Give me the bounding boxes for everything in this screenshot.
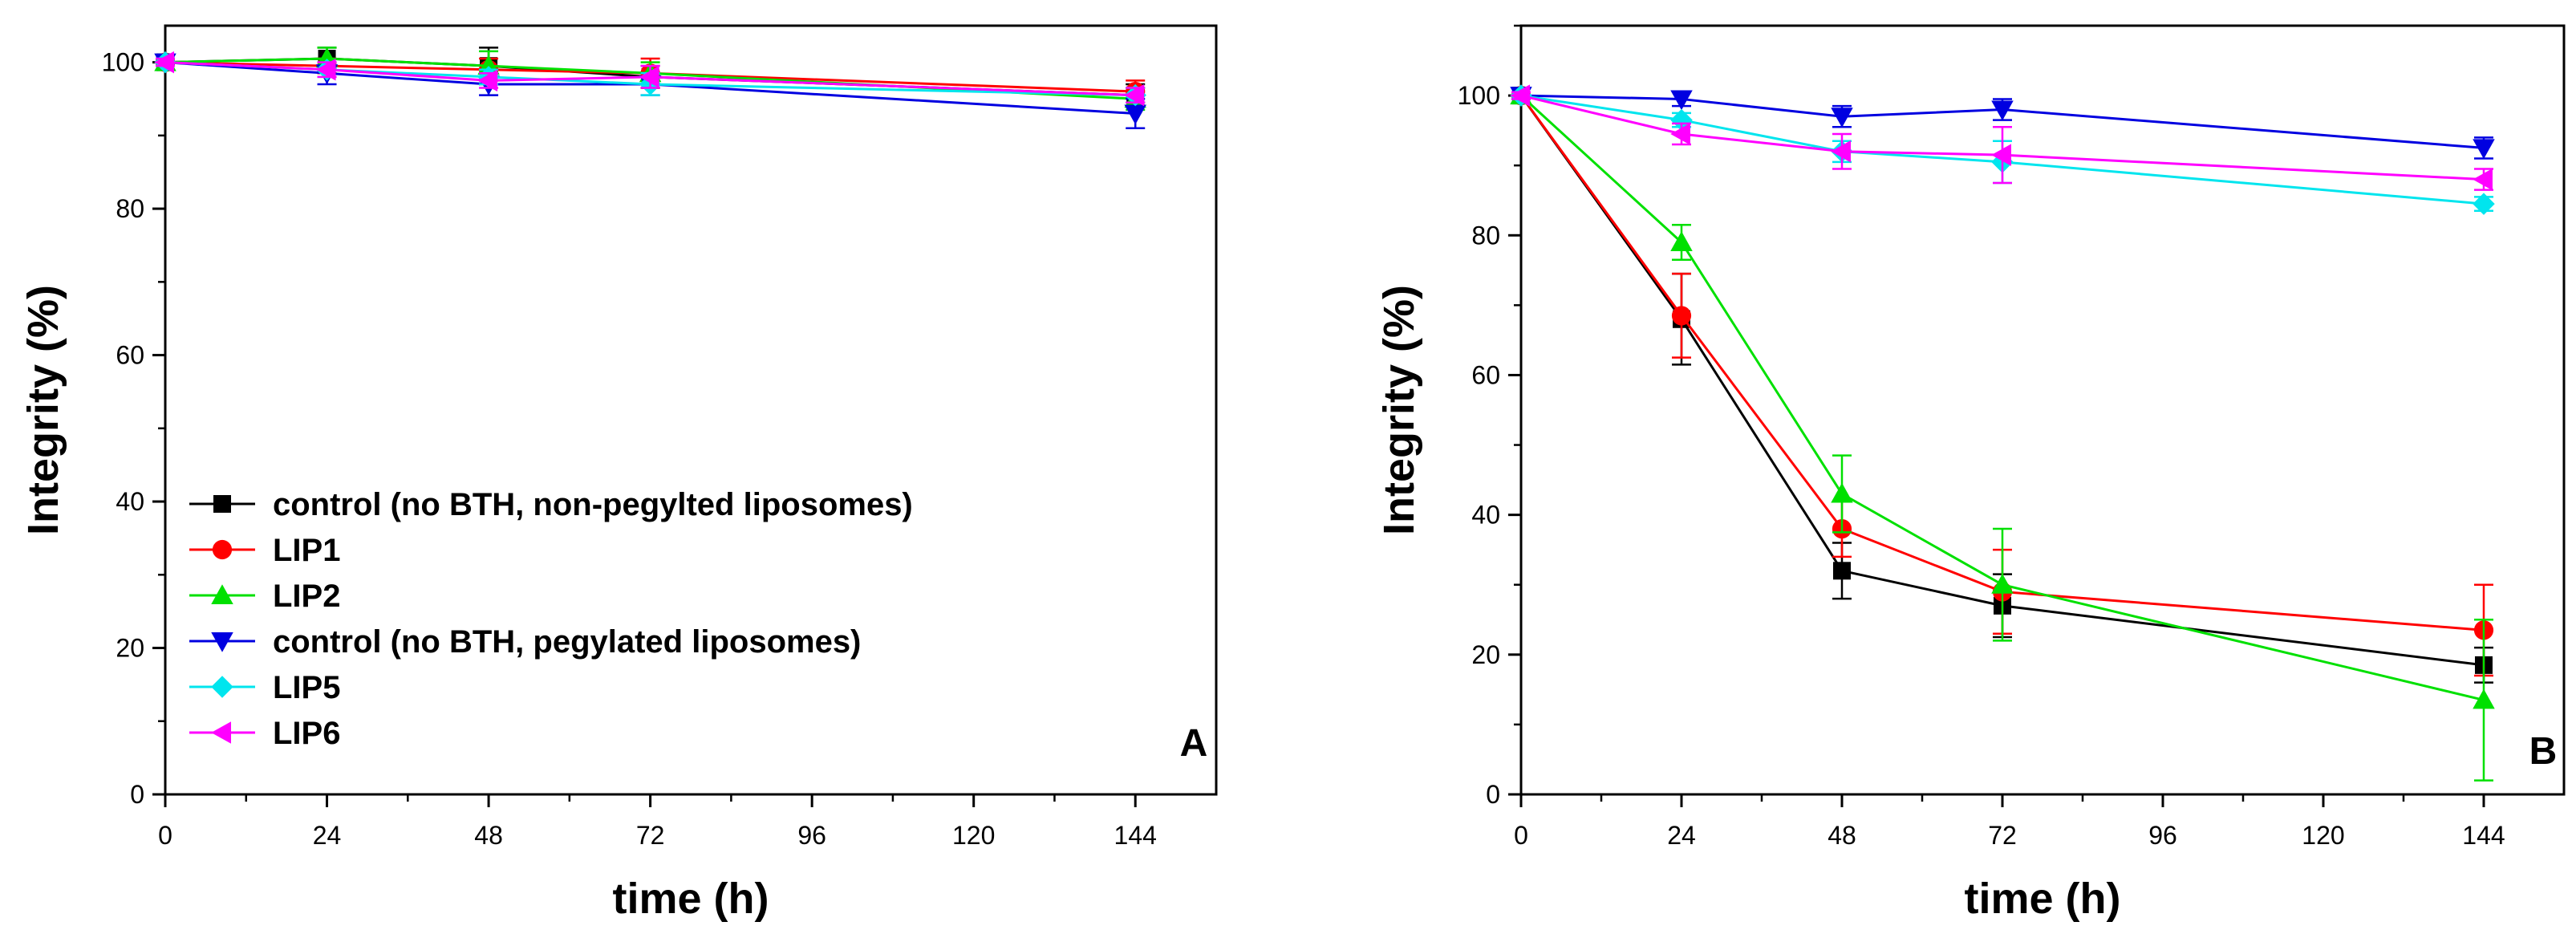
x-tick-label: 24 — [313, 821, 342, 850]
legend-label: LIP5 — [273, 670, 340, 705]
data-point — [315, 58, 336, 81]
x-tick-label: 120 — [2302, 821, 2344, 850]
legend-marker — [211, 721, 231, 744]
series-layer — [154, 47, 1146, 129]
x-axis: 0 24 48 72 96 120 144 — [1514, 794, 2505, 850]
series-lip2 — [1510, 84, 2495, 782]
plot-frame — [1519, 24, 2566, 796]
data-point — [1670, 123, 1690, 145]
data-point — [1671, 306, 1692, 326]
y-tick-label: 80 — [116, 194, 144, 223]
data-point — [1831, 108, 1853, 128]
data-point — [1124, 104, 1146, 125]
panel-label: A — [1180, 722, 1208, 765]
y-tick-label: 80 — [1471, 221, 1500, 250]
plot-frame — [164, 24, 1218, 796]
legend-label: control (no BTH, pegylated liposomes) — [273, 624, 861, 660]
x-tick-label: 72 — [636, 821, 665, 850]
data-point — [1991, 100, 2014, 121]
y-tick-label: 60 — [1471, 360, 1500, 389]
x-tick-label: 48 — [474, 821, 503, 850]
x-tick-label: 72 — [1988, 821, 2017, 850]
y-tick-label: 0 — [130, 780, 144, 809]
series-lip6 — [1510, 84, 2493, 191]
x-tick-label: 144 — [1114, 821, 1157, 850]
y-tick-label: 0 — [1486, 780, 1500, 809]
legend-item-lip2: LIP2 — [189, 579, 340, 614]
legend-item-control-no-bth-non-pegylted-liposomes: control (no BTH, non-pegylted liposomes) — [189, 487, 913, 522]
legend-label: LIP1 — [273, 533, 340, 568]
data-point — [2473, 168, 2493, 191]
y-tick-label: 40 — [1471, 501, 1500, 530]
data-point — [1510, 84, 1530, 107]
legend-marker — [211, 676, 233, 698]
data-point — [1831, 482, 1853, 503]
legend-label: LIP2 — [273, 579, 340, 614]
x-axis: 0 24 48 72 96 120 144 — [158, 794, 1157, 850]
y-axis: 0 20 40 60 80 100 — [1458, 24, 1521, 809]
data-point — [639, 66, 659, 88]
data-point — [1991, 144, 2011, 166]
y-tick-label: 60 — [116, 341, 144, 370]
y-tick-label: 100 — [102, 48, 144, 77]
y-axis-title: Integrity (%) — [19, 285, 67, 535]
x-tick-label: 120 — [952, 821, 995, 850]
x-tick-label: 24 — [1667, 821, 1696, 850]
data-point — [477, 69, 498, 92]
legend-marker — [211, 632, 233, 652]
data-point — [1670, 231, 1693, 251]
y-tick-label: 40 — [116, 487, 144, 516]
data-point — [1991, 573, 2014, 594]
legend-label: LIP6 — [273, 716, 340, 751]
legend-item-lip1: LIP1 — [189, 533, 340, 568]
y-axis: 0 20 40 60 80 100 — [102, 48, 165, 809]
x-tick-label: 0 — [158, 821, 172, 850]
x-tick-label: 96 — [2148, 821, 2177, 850]
legend-item-control-no-bth-pegylated-liposomes: control (no BTH, pegylated liposomes) — [189, 624, 861, 660]
data-point — [1833, 562, 1851, 580]
legend: control (no BTH, non-pegylted liposomes)… — [189, 487, 913, 751]
panel-label: B — [2529, 730, 2558, 773]
data-point — [1670, 90, 1693, 111]
y-tick-label: 100 — [1458, 81, 1500, 110]
panel-a: 0 24 48 72 96 120 144 0 20 40 60 80 100 time (h) Integ… — [19, 24, 1218, 923]
legend-item-lip6: LIP6 — [189, 716, 340, 751]
data-point — [2473, 688, 2495, 709]
y-axis-title: Integrity (%) — [1375, 285, 1423, 535]
y-tick-label: 20 — [116, 634, 144, 663]
x-axis-title: time (h) — [1965, 875, 2121, 923]
data-point — [154, 51, 174, 74]
legend-label: control (no BTH, non-pegylted liposomes) — [273, 487, 913, 522]
y-tick-label: 20 — [1471, 640, 1500, 669]
data-point — [2473, 139, 2495, 160]
x-tick-label: 0 — [1514, 821, 1528, 850]
legend-marker — [212, 539, 233, 560]
data-point — [2473, 193, 2495, 215]
legend-marker — [213, 495, 231, 513]
x-tick-label: 144 — [2462, 821, 2505, 850]
x-tick-label: 48 — [1828, 821, 1856, 850]
data-point — [1831, 140, 1851, 163]
panel-b: 0 24 48 72 96 120 144 0 20 40 60 80 100 time (h) Integ… — [1375, 24, 2566, 923]
legend-marker — [211, 584, 233, 604]
x-tick-label: 96 — [797, 821, 826, 850]
series-layer — [1510, 84, 2495, 782]
x-axis-title: time (h) — [613, 875, 769, 923]
legend-item-lip5: LIP5 — [189, 670, 340, 705]
series-lip6 — [154, 51, 1146, 107]
data-point — [1124, 83, 1145, 107]
